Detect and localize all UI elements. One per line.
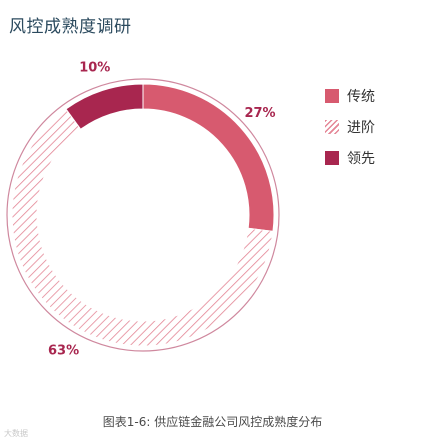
legend-item-leading: 领先 [325,148,375,168]
data-label-traditional: 27% [244,106,275,121]
figure-caption: 图表1-6: 供应链金融公司风控成熟度分布 [102,415,323,429]
legend: 传统 进阶 领先 [325,86,375,179]
legend-swatch-traditional [325,89,339,103]
slice-advanced [11,108,274,347]
legend-label-advanced: 进阶 [347,120,375,136]
legend-label-leading: 领先 [347,151,375,167]
legend-label-traditional: 传统 [347,89,375,105]
data-label-advanced: 63% [48,343,79,358]
legend-item-traditional: 传统 [325,86,375,106]
outer-ring [6,78,280,352]
data-label-leading: 10% [79,61,110,76]
donut-chart: 27% 63% 10% [6,61,280,358]
chart-title: 风控成熟度调研 [9,17,132,37]
legend-swatch-leading [325,151,339,165]
legend-swatch-advanced [325,120,339,134]
watermark: 大数据 [4,429,28,438]
legend-item-advanced: 进阶 [325,117,375,137]
slice-leading [65,83,144,130]
